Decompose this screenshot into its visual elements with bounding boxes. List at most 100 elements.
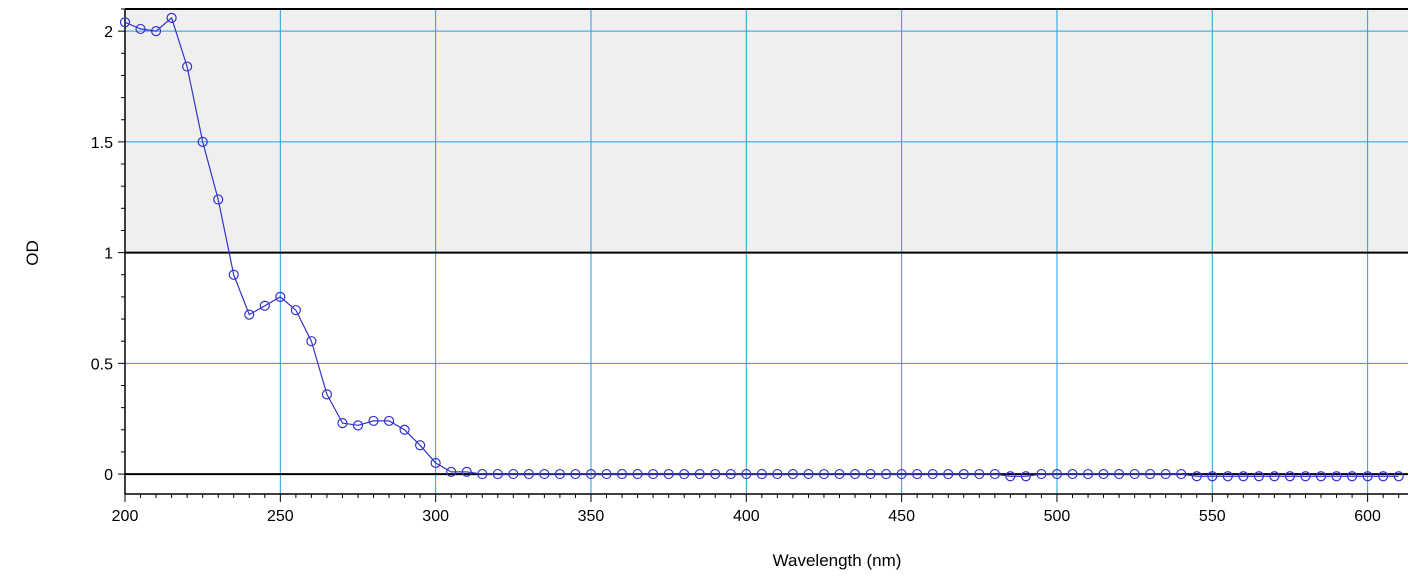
data-point [632,468,643,480]
data-point [803,468,814,480]
data-point [849,468,861,480]
data-point [943,468,954,480]
data-point [306,336,317,347]
data-point [570,468,581,480]
data-point [430,457,441,469]
data-point [1300,471,1311,482]
data-point [1253,471,1264,482]
data-point [648,468,659,480]
data-point [1269,471,1280,482]
data-point [1036,468,1047,480]
x-tick-label: 350 [578,508,605,525]
data-point [290,305,301,316]
data-point [321,389,333,400]
data-point [1098,468,1109,480]
data-point [787,468,799,480]
data-point [1238,471,1249,482]
data-point [259,300,270,311]
y-tick-label: 1 [104,246,113,263]
data-point [1331,471,1342,482]
data-point [958,468,969,480]
x-tick-label: 200 [112,508,139,525]
data-point [1145,468,1156,480]
axis-layer [118,8,1400,502]
data-point [1222,471,1233,482]
data-point [150,26,162,37]
series-layer [119,12,1404,482]
data-point [834,468,845,480]
data-point [415,440,426,451]
data-point [228,269,239,280]
data-point [881,468,892,480]
data-point [663,468,674,480]
data-point [383,415,395,427]
data-point [523,468,534,480]
data-point [818,468,830,480]
data-point [1346,471,1358,482]
shaded-band-layer [125,9,1408,253]
data-point [446,466,457,477]
x-tick-label: 550 [1199,508,1226,525]
data-point [275,291,286,302]
data-point [1393,471,1404,482]
data-point [601,468,612,480]
data-point [912,468,923,480]
data-point [461,466,472,477]
data-point [725,468,736,480]
data-point [1082,468,1094,480]
data-point [772,468,783,480]
x-tick-label: 250 [267,508,294,525]
data-point [399,424,410,435]
data-point [865,468,876,480]
data-point [1113,468,1125,480]
data-point [1207,471,1218,482]
x-tick-label: 600 [1354,508,1381,525]
data-point [710,468,721,480]
data-point [1284,471,1296,482]
y-axis-title: OD [23,240,42,266]
data-point [1067,468,1078,480]
series-line [124,16,1399,477]
data-point [197,136,208,147]
x-tick-label: 500 [1044,508,1071,525]
data-point [585,468,597,480]
data-point [974,468,985,480]
data-point [1315,471,1327,482]
data-point [508,468,519,480]
x-tick-label: 300 [422,508,449,525]
data-point [1129,468,1140,480]
data-point [694,468,705,480]
data-point [1020,471,1031,482]
x-axis-title: Wavelength (nm) [773,551,902,570]
data-point [1176,468,1187,480]
data-point [1005,471,1016,482]
data-point [166,12,177,23]
data-point [554,468,566,480]
data-point [679,468,690,480]
shaded-band [125,9,1408,253]
data-point [1160,468,1171,480]
data-point [1362,471,1373,482]
data-point [213,194,224,205]
data-point [927,468,938,480]
y-tick-label: 1.5 [91,135,113,152]
data-point [1378,471,1389,482]
data-point [337,418,348,429]
data-point [352,420,364,431]
data-point [119,17,131,28]
data-point [244,309,255,320]
data-point [756,468,767,480]
data-point [616,468,628,480]
x-tick-label: 450 [888,508,915,525]
data-point [1051,468,1063,480]
data-point [368,415,379,427]
data-point [492,468,503,480]
y-tick-label: 2 [104,24,113,41]
tick-label-layer: 200 250 300 350 400 450 500 550 600 0 0.5 1 1.5 2 [91,24,1381,525]
data-point [989,468,1000,480]
data-point [182,61,193,72]
data-point [539,468,550,480]
y-tick-label: 0.5 [91,356,113,373]
data-point [135,23,146,35]
data-point [1191,471,1202,482]
